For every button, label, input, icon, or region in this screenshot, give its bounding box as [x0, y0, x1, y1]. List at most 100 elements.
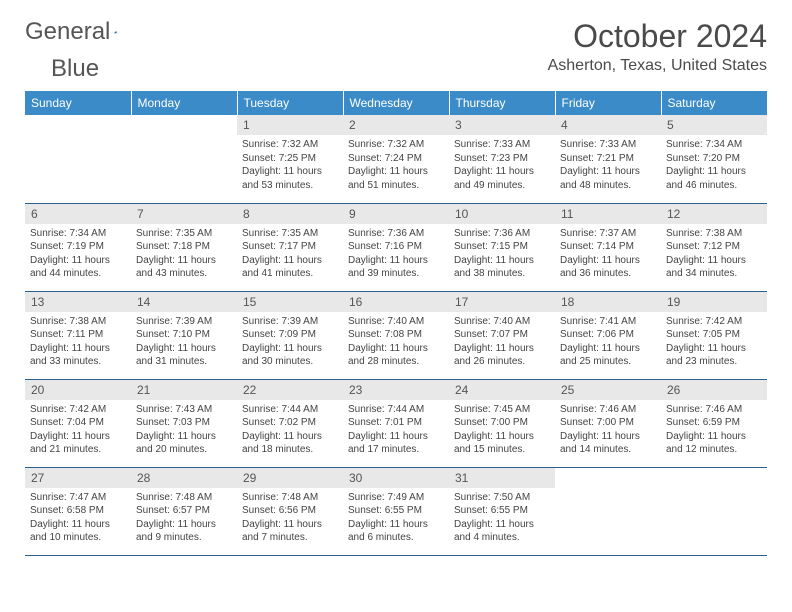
- day-body: Sunrise: 7:46 AMSunset: 7:00 PMDaylight:…: [555, 400, 661, 461]
- day-body: Sunrise: 7:48 AMSunset: 6:57 PMDaylight:…: [131, 488, 237, 549]
- calendar-body: 1Sunrise: 7:32 AMSunset: 7:25 PMDaylight…: [25, 115, 767, 555]
- sunrise-text: Sunrise: 7:42 AM: [666, 315, 762, 329]
- sunrise-text: Sunrise: 7:39 AM: [136, 315, 232, 329]
- daylight-text: Daylight: 11 hours and 6 minutes.: [348, 518, 444, 545]
- day-number: 20: [25, 380, 131, 400]
- sunrise-text: Sunrise: 7:38 AM: [30, 315, 126, 329]
- calendar-row: 27Sunrise: 7:47 AMSunset: 6:58 PMDayligh…: [25, 467, 767, 555]
- calendar-row: 20Sunrise: 7:42 AMSunset: 7:04 PMDayligh…: [25, 379, 767, 467]
- dow-header: Friday: [555, 91, 661, 115]
- day-body: Sunrise: 7:38 AMSunset: 7:11 PMDaylight:…: [25, 312, 131, 373]
- day-number: 9: [343, 204, 449, 224]
- day-body: Sunrise: 7:34 AMSunset: 7:20 PMDaylight:…: [661, 135, 767, 196]
- day-body: Sunrise: 7:44 AMSunset: 7:02 PMDaylight:…: [237, 400, 343, 461]
- sunrise-text: Sunrise: 7:36 AM: [454, 227, 550, 241]
- daylight-text: Daylight: 11 hours and 41 minutes.: [242, 254, 338, 281]
- day-number: 19: [661, 292, 767, 312]
- day-body: Sunrise: 7:47 AMSunset: 6:58 PMDaylight:…: [25, 488, 131, 549]
- sunrise-text: Sunrise: 7:36 AM: [348, 227, 444, 241]
- daylight-text: Daylight: 11 hours and 7 minutes.: [242, 518, 338, 545]
- day-body: Sunrise: 7:32 AMSunset: 7:24 PMDaylight:…: [343, 135, 449, 196]
- sunrise-text: Sunrise: 7:48 AM: [136, 491, 232, 505]
- sunrise-text: Sunrise: 7:42 AM: [30, 403, 126, 417]
- sunset-text: Sunset: 7:23 PM: [454, 152, 550, 166]
- sunrise-text: Sunrise: 7:50 AM: [454, 491, 550, 505]
- day-number: 13: [25, 292, 131, 312]
- calendar-cell-empty: [25, 115, 131, 203]
- daylight-text: Daylight: 11 hours and 21 minutes.: [30, 430, 126, 457]
- day-body: Sunrise: 7:36 AMSunset: 7:16 PMDaylight:…: [343, 224, 449, 285]
- day-body: Sunrise: 7:36 AMSunset: 7:15 PMDaylight:…: [449, 224, 555, 285]
- day-body: Sunrise: 7:34 AMSunset: 7:19 PMDaylight:…: [25, 224, 131, 285]
- day-number: 3: [449, 115, 555, 135]
- day-number: 1: [237, 115, 343, 135]
- daylight-text: Daylight: 11 hours and 12 minutes.: [666, 430, 762, 457]
- calendar-cell: 29Sunrise: 7:48 AMSunset: 6:56 PMDayligh…: [237, 467, 343, 555]
- sunset-text: Sunset: 7:15 PM: [454, 240, 550, 254]
- daylight-text: Daylight: 11 hours and 46 minutes.: [666, 165, 762, 192]
- day-body: Sunrise: 7:38 AMSunset: 7:12 PMDaylight:…: [661, 224, 767, 285]
- sunset-text: Sunset: 7:01 PM: [348, 416, 444, 430]
- sunset-text: Sunset: 7:08 PM: [348, 328, 444, 342]
- calendar-cell: 7 Sunrise: 7:35 AMSunset: 7:18 PMDaylight…: [131, 203, 237, 291]
- calendar-cell: 23Sunrise: 7:44 AMSunset: 7:01 PMDayligh…: [343, 379, 449, 467]
- daylight-text: Daylight: 11 hours and 18 minutes.: [242, 430, 338, 457]
- logo: General: [25, 18, 138, 46]
- sunrise-text: Sunrise: 7:35 AM: [136, 227, 232, 241]
- calendar-cell: 21Sunrise: 7:43 AMSunset: 7:03 PMDayligh…: [131, 379, 237, 467]
- sunrise-text: Sunrise: 7:40 AM: [348, 315, 444, 329]
- sunrise-text: Sunrise: 7:39 AM: [242, 315, 338, 329]
- calendar-cell: 16Sunrise: 7:40 AMSunset: 7:08 PMDayligh…: [343, 291, 449, 379]
- day-number: 31: [449, 468, 555, 488]
- daylight-text: Daylight: 11 hours and 14 minutes.: [560, 430, 656, 457]
- sunset-text: Sunset: 7:21 PM: [560, 152, 656, 166]
- calendar-cell: 19Sunrise: 7:42 AMSunset: 7:05 PMDayligh…: [661, 291, 767, 379]
- sunset-text: Sunset: 6:55 PM: [348, 504, 444, 518]
- sunset-text: Sunset: 7:18 PM: [136, 240, 232, 254]
- sunrise-text: Sunrise: 7:44 AM: [348, 403, 444, 417]
- day-number: 7: [131, 204, 237, 224]
- calendar-row: 1Sunrise: 7:32 AMSunset: 7:25 PMDaylight…: [25, 115, 767, 203]
- day-number: 5: [661, 115, 767, 135]
- daylight-text: Daylight: 11 hours and 43 minutes.: [136, 254, 232, 281]
- day-number: 11: [555, 204, 661, 224]
- day-body: Sunrise: 7:42 AMSunset: 7:04 PMDaylight:…: [25, 400, 131, 461]
- calendar-cell-empty: [661, 467, 767, 555]
- day-number: 29: [237, 468, 343, 488]
- sunrise-text: Sunrise: 7:35 AM: [242, 227, 338, 241]
- day-number: 15: [237, 292, 343, 312]
- day-number: 10: [449, 204, 555, 224]
- sunrise-text: Sunrise: 7:37 AM: [560, 227, 656, 241]
- day-body: Sunrise: 7:40 AMSunset: 7:08 PMDaylight:…: [343, 312, 449, 373]
- day-body: Sunrise: 7:46 AMSunset: 6:59 PMDaylight:…: [661, 400, 767, 461]
- calendar-head: SundayMondayTuesdayWednesdayThursdayFrid…: [25, 91, 767, 115]
- day-body: Sunrise: 7:48 AMSunset: 6:56 PMDaylight:…: [237, 488, 343, 549]
- day-body: Sunrise: 7:33 AMSunset: 7:23 PMDaylight:…: [449, 135, 555, 196]
- sunset-text: Sunset: 7:11 PM: [30, 328, 126, 342]
- calendar-cell: 18Sunrise: 7:41 AMSunset: 7:06 PMDayligh…: [555, 291, 661, 379]
- calendar-cell: 17Sunrise: 7:40 AMSunset: 7:07 PMDayligh…: [449, 291, 555, 379]
- daylight-text: Daylight: 11 hours and 51 minutes.: [348, 165, 444, 192]
- logo-text-1: General: [25, 18, 110, 46]
- sunset-text: Sunset: 6:56 PM: [242, 504, 338, 518]
- daylight-text: Daylight: 11 hours and 53 minutes.: [242, 165, 338, 192]
- calendar-cell: 2Sunrise: 7:32 AMSunset: 7:24 PMDaylight…: [343, 115, 449, 203]
- logo-sail-icon: [114, 22, 118, 42]
- sunset-text: Sunset: 7:03 PM: [136, 416, 232, 430]
- sunset-text: Sunset: 7:09 PM: [242, 328, 338, 342]
- sunset-text: Sunset: 7:17 PM: [242, 240, 338, 254]
- daylight-text: Daylight: 11 hours and 10 minutes.: [30, 518, 126, 545]
- sunset-text: Sunset: 6:58 PM: [30, 504, 126, 518]
- calendar-cell: 6Sunrise: 7:34 AMSunset: 7:19 PMDaylight…: [25, 203, 131, 291]
- sunset-text: Sunset: 7:24 PM: [348, 152, 444, 166]
- sunrise-text: Sunrise: 7:34 AM: [666, 138, 762, 152]
- calendar-cell: 25Sunrise: 7:46 AMSunset: 7:00 PMDayligh…: [555, 379, 661, 467]
- sunrise-text: Sunrise: 7:49 AM: [348, 491, 444, 505]
- calendar-row: 13Sunrise: 7:38 AMSunset: 7:11 PMDayligh…: [25, 291, 767, 379]
- calendar-cell: 31Sunrise: 7:50 AMSunset: 6:55 PMDayligh…: [449, 467, 555, 555]
- sunset-text: Sunset: 7:14 PM: [560, 240, 656, 254]
- day-number: 8: [237, 204, 343, 224]
- daylight-text: Daylight: 11 hours and 15 minutes.: [454, 430, 550, 457]
- calendar-cell: 1Sunrise: 7:32 AMSunset: 7:25 PMDaylight…: [237, 115, 343, 203]
- calendar-cell: 12Sunrise: 7:38 AMSunset: 7:12 PMDayligh…: [661, 203, 767, 291]
